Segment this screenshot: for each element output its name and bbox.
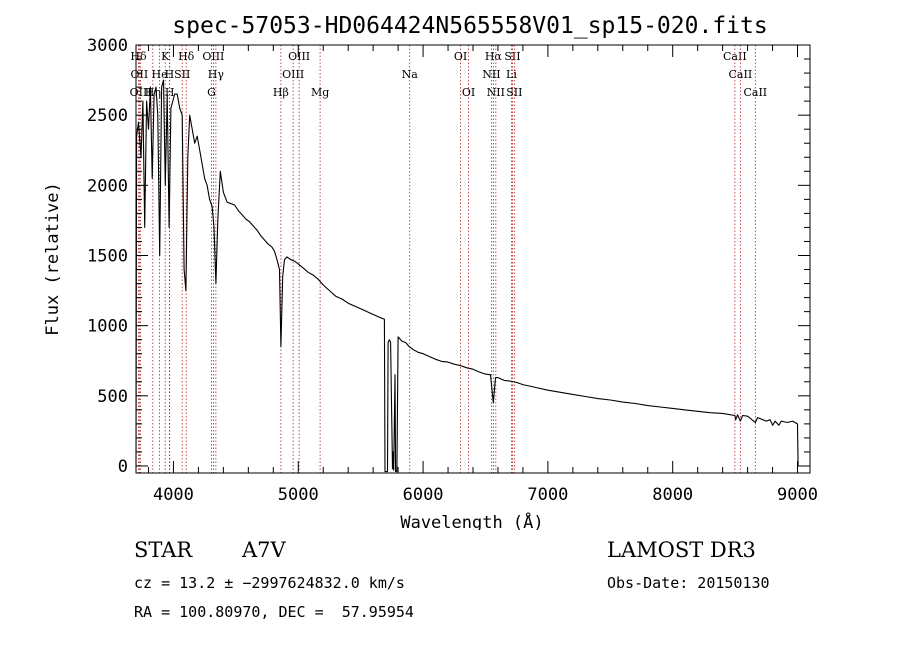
plot-frame xyxy=(135,44,811,474)
line-label-7: Hη xyxy=(145,86,161,99)
line-label-23: SII xyxy=(504,50,520,63)
line-label-15: OIII xyxy=(288,50,310,63)
object-subclass: A7V xyxy=(242,538,286,562)
line-label-8: SII xyxy=(174,68,190,81)
line-label-21: NII xyxy=(482,68,500,81)
line-label-28: CaII xyxy=(743,86,767,99)
line-label-3: K xyxy=(161,50,170,63)
line-label-27: CaII xyxy=(729,68,753,81)
line-label-13: Hβ xyxy=(273,86,289,99)
redshift-value: cz = 13.2 ± −2997624832.0 km/s xyxy=(134,574,405,592)
y-tick-label-5: 2500 xyxy=(87,106,128,126)
line-label-26: CaII xyxy=(723,50,747,63)
line-label-12: G xyxy=(207,86,216,99)
line-label-25: SII xyxy=(506,86,522,99)
series-line-0 xyxy=(135,79,799,473)
line-label-14: OIII xyxy=(282,68,304,81)
line-label-9: Hδ xyxy=(178,50,195,63)
survey-name: LAMOST DR3 xyxy=(607,538,756,562)
line-label-24: Li xyxy=(506,68,517,81)
line-label-20: Hα xyxy=(485,50,503,63)
x-tick-label-2: 6000 xyxy=(403,485,444,505)
x-axis: 4000 5000 6000 7000 8000 9000 xyxy=(147,45,818,505)
line-label-2: OIII xyxy=(130,86,152,99)
chart-title: spec-57053-HD064424N565558V01_sp15-020.f… xyxy=(172,13,767,39)
line-label-22: NII xyxy=(487,86,505,99)
observation-date: Obs-Date: 20150130 xyxy=(607,574,770,592)
spectrum-chart: spec-57053-HD064424N565558V01_sp15-020.f… xyxy=(43,13,818,530)
line-label-19: OI xyxy=(462,86,475,99)
line-label-17: Na xyxy=(402,68,419,81)
y-tick-label-1: 500 xyxy=(97,387,128,407)
line-label-11: Hγ xyxy=(208,68,225,81)
object-class: STAR xyxy=(134,538,193,562)
x-tick-label-5: 9000 xyxy=(777,485,818,505)
x-tick-label-4: 8000 xyxy=(652,485,693,505)
x-tick-label-3: 7000 xyxy=(527,485,568,505)
line-label-18: OI xyxy=(454,50,467,63)
y-tick-label-3: 1500 xyxy=(87,246,128,266)
x-tick-label-1: 5000 xyxy=(278,485,319,505)
line-label-0: Hδ xyxy=(130,50,147,63)
x-axis-label: Wavelength (Å) xyxy=(400,511,543,530)
line-label-16: Mg xyxy=(311,86,329,99)
y-tick-label-4: 2000 xyxy=(87,176,128,196)
x-tick-label-0: 4000 xyxy=(153,485,194,505)
y-tick-label-6: 3000 xyxy=(87,36,128,56)
line-label-1: OII xyxy=(131,68,149,81)
line-label-5: H xyxy=(165,86,175,99)
coordinates: RA = 100.80970, DEC = 57.95954 xyxy=(134,603,414,621)
line-label-6: He xyxy=(152,68,168,81)
y-axis-label: Flux (relative) xyxy=(43,182,63,336)
y-tick-label-0: 0 xyxy=(118,457,128,477)
spectrum-series xyxy=(135,79,799,473)
y-axis: 0 500 1000 1500 2000 2500 3000 xyxy=(87,36,810,477)
line-label-10: OIII xyxy=(202,50,224,63)
y-tick-label-2: 1000 xyxy=(87,317,128,337)
